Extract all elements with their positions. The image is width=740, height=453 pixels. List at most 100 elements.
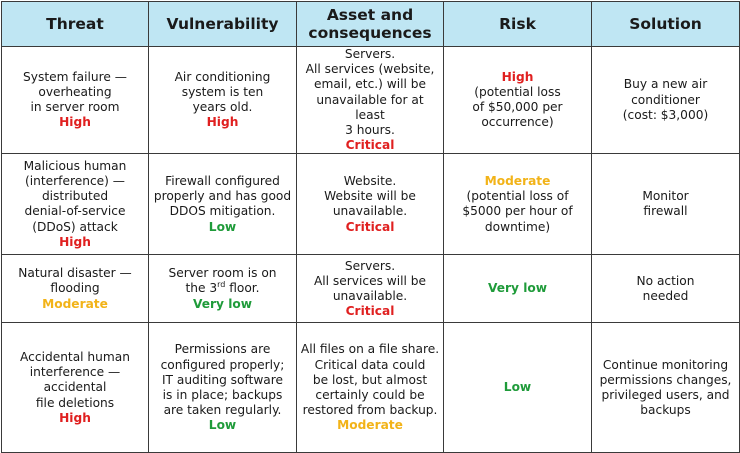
asset-level-badge: Critical	[345, 219, 395, 234]
vulnerability-level-badge: Very low	[192, 296, 253, 311]
risk-cell: Moderate (potential loss of $5000 per ho…	[443, 153, 592, 256]
risk-level-badge: Very low	[487, 281, 548, 296]
header-row: Threat Vulnerability Asset and consequen…	[1, 1, 740, 47]
cell-text: IT auditing software	[161, 372, 284, 387]
threat-level-badge: High	[59, 410, 91, 425]
cell-text: distributed	[41, 189, 109, 204]
cell-text: unavailable.	[332, 204, 408, 219]
floor-text: the 3rd floor.	[152, 281, 293, 296]
asset-cell: Servers. All services will be unavailabl…	[296, 254, 444, 324]
header-solution: Solution	[591, 1, 740, 47]
threat-level-badge: High	[59, 115, 91, 130]
vulnerability-level-badge: Low	[208, 219, 237, 234]
threat-level-badge: Moderate	[42, 296, 108, 311]
vulnerability-cell: Permissions are configured properly; IT …	[148, 322, 297, 453]
cell-text: (cost: $3,000)	[622, 107, 709, 122]
cell-text: occurrence)	[481, 115, 554, 130]
asset-cell: Website. Website will be unavailable. Cr…	[296, 153, 444, 256]
cell-text: Servers.	[344, 47, 396, 61]
cell-text: (potential loss of	[466, 189, 569, 204]
cell-text: No action	[636, 273, 695, 288]
cell-text: permissions changes,	[599, 372, 732, 387]
cell-text: be lost, but almost	[312, 372, 428, 387]
cell-text: All services will be	[313, 273, 427, 288]
cell-text: Server room is on	[168, 266, 277, 281]
threat-cell: System failure — overheating in server r…	[1, 45, 149, 155]
cell-text: Critical data could	[314, 357, 426, 372]
risk-level-badge: High	[501, 69, 534, 84]
asset-cell: Servers. All services (website, email, e…	[296, 45, 444, 155]
cell-text: properly and has good	[153, 189, 292, 204]
threat-cell: Malicious human (interference) — distrib…	[1, 153, 149, 256]
header-asset-consequences: Asset and consequences	[296, 1, 444, 47]
vulnerability-cell: Firewall configured properly and has goo…	[148, 153, 297, 256]
cell-text: firewall	[643, 204, 688, 219]
cell-text: years old.	[192, 100, 253, 115]
header-threat: Threat	[1, 1, 149, 47]
cell-text: Servers.	[344, 258, 396, 273]
cell-text: Monitor	[642, 189, 689, 204]
table-row: Accidental human interference — accident…	[1, 322, 740, 453]
cell-text: email, etc.) will be	[313, 77, 427, 92]
header-risk: Risk	[443, 1, 592, 47]
threat-cell: Accidental human interference — accident…	[1, 322, 149, 453]
cell-text: are taken regularly.	[163, 403, 282, 418]
cell-text: Malicious human	[23, 158, 127, 173]
asset-cell: All files on a file share. Critical data…	[296, 322, 444, 453]
cell-text: conditioner	[631, 92, 700, 107]
asset-level-badge: Critical	[345, 304, 395, 319]
cell-text: Permissions are	[174, 342, 271, 357]
cell-text: unavailable for at least	[316, 92, 424, 122]
cell-text: Continue monitoring	[602, 357, 729, 372]
cell-text: flooding	[50, 281, 100, 296]
solution-cell: Buy a new air conditioner (cost: $3,000)	[591, 45, 740, 155]
risk-cell: Very low	[443, 254, 592, 324]
risk-level-badge: Low	[503, 380, 532, 395]
solution-cell: Continue monitoring permissions changes,…	[591, 322, 740, 453]
cell-text: overheating	[38, 85, 112, 99]
cell-text: needed	[642, 288, 689, 303]
cell-text: system is ten	[181, 85, 264, 99]
threat-level-badge: High	[59, 234, 91, 249]
floor-number: 3	[209, 281, 218, 296]
cell-text: All files on a file share.	[300, 342, 440, 357]
cell-text: privileged users, and	[601, 387, 730, 402]
cell-text: in server room	[30, 100, 120, 115]
cell-text: file deletions	[35, 395, 115, 410]
cell-text: configured properly;	[160, 357, 285, 372]
vulnerability-level-badge: Low	[208, 418, 237, 433]
cell-text: Website.	[343, 174, 397, 189]
cell-text: (DDoS) attack	[32, 219, 118, 234]
cell-text: Firewall configured	[165, 174, 280, 189]
risk-level-badge: Moderate	[484, 174, 551, 189]
cell-text: (interference) —	[25, 174, 125, 189]
vulnerability-level-badge: High	[206, 115, 239, 130]
cell-text: Website will be	[324, 189, 416, 204]
cell-text: System failure —	[23, 69, 127, 84]
solution-cell: Monitor firewall	[591, 153, 740, 256]
cell-text: of $50,000 per	[472, 100, 563, 115]
cell-text: Accidental human	[20, 349, 130, 364]
vulnerability-cell: Air conditioning system is ten years old…	[148, 45, 297, 155]
cell-text: interference —	[29, 365, 121, 380]
risk-cell: Low	[443, 322, 592, 453]
cell-text: is in place; backups	[162, 387, 283, 402]
floor-post: floor.	[225, 281, 260, 296]
vulnerability-cell: Server room is on the 3rd floor. Very lo…	[148, 254, 297, 324]
threat-cell: Natural disaster — flooding Moderate	[1, 254, 149, 324]
table-row: Malicious human (interference) — distrib…	[1, 153, 740, 256]
cell-text: downtime)	[484, 219, 551, 234]
cell-text: Buy a new air	[623, 77, 708, 92]
risk-cell: High (potential loss of $50,000 per occu…	[443, 45, 592, 155]
header-vulnerability: Vulnerability	[148, 1, 297, 47]
cell-text: Air conditioning	[174, 69, 271, 84]
floor-pre: the	[185, 281, 210, 296]
table-row: Natural disaster — flooding Moderate Ser…	[1, 254, 740, 324]
cell-text: accidental	[43, 380, 107, 395]
cell-text: $5000 per hour of	[462, 204, 573, 219]
cell-text: Natural disaster —	[18, 266, 132, 281]
cell-text: denial-of-service	[24, 204, 126, 219]
cell-text: certainly could be	[315, 387, 425, 402]
